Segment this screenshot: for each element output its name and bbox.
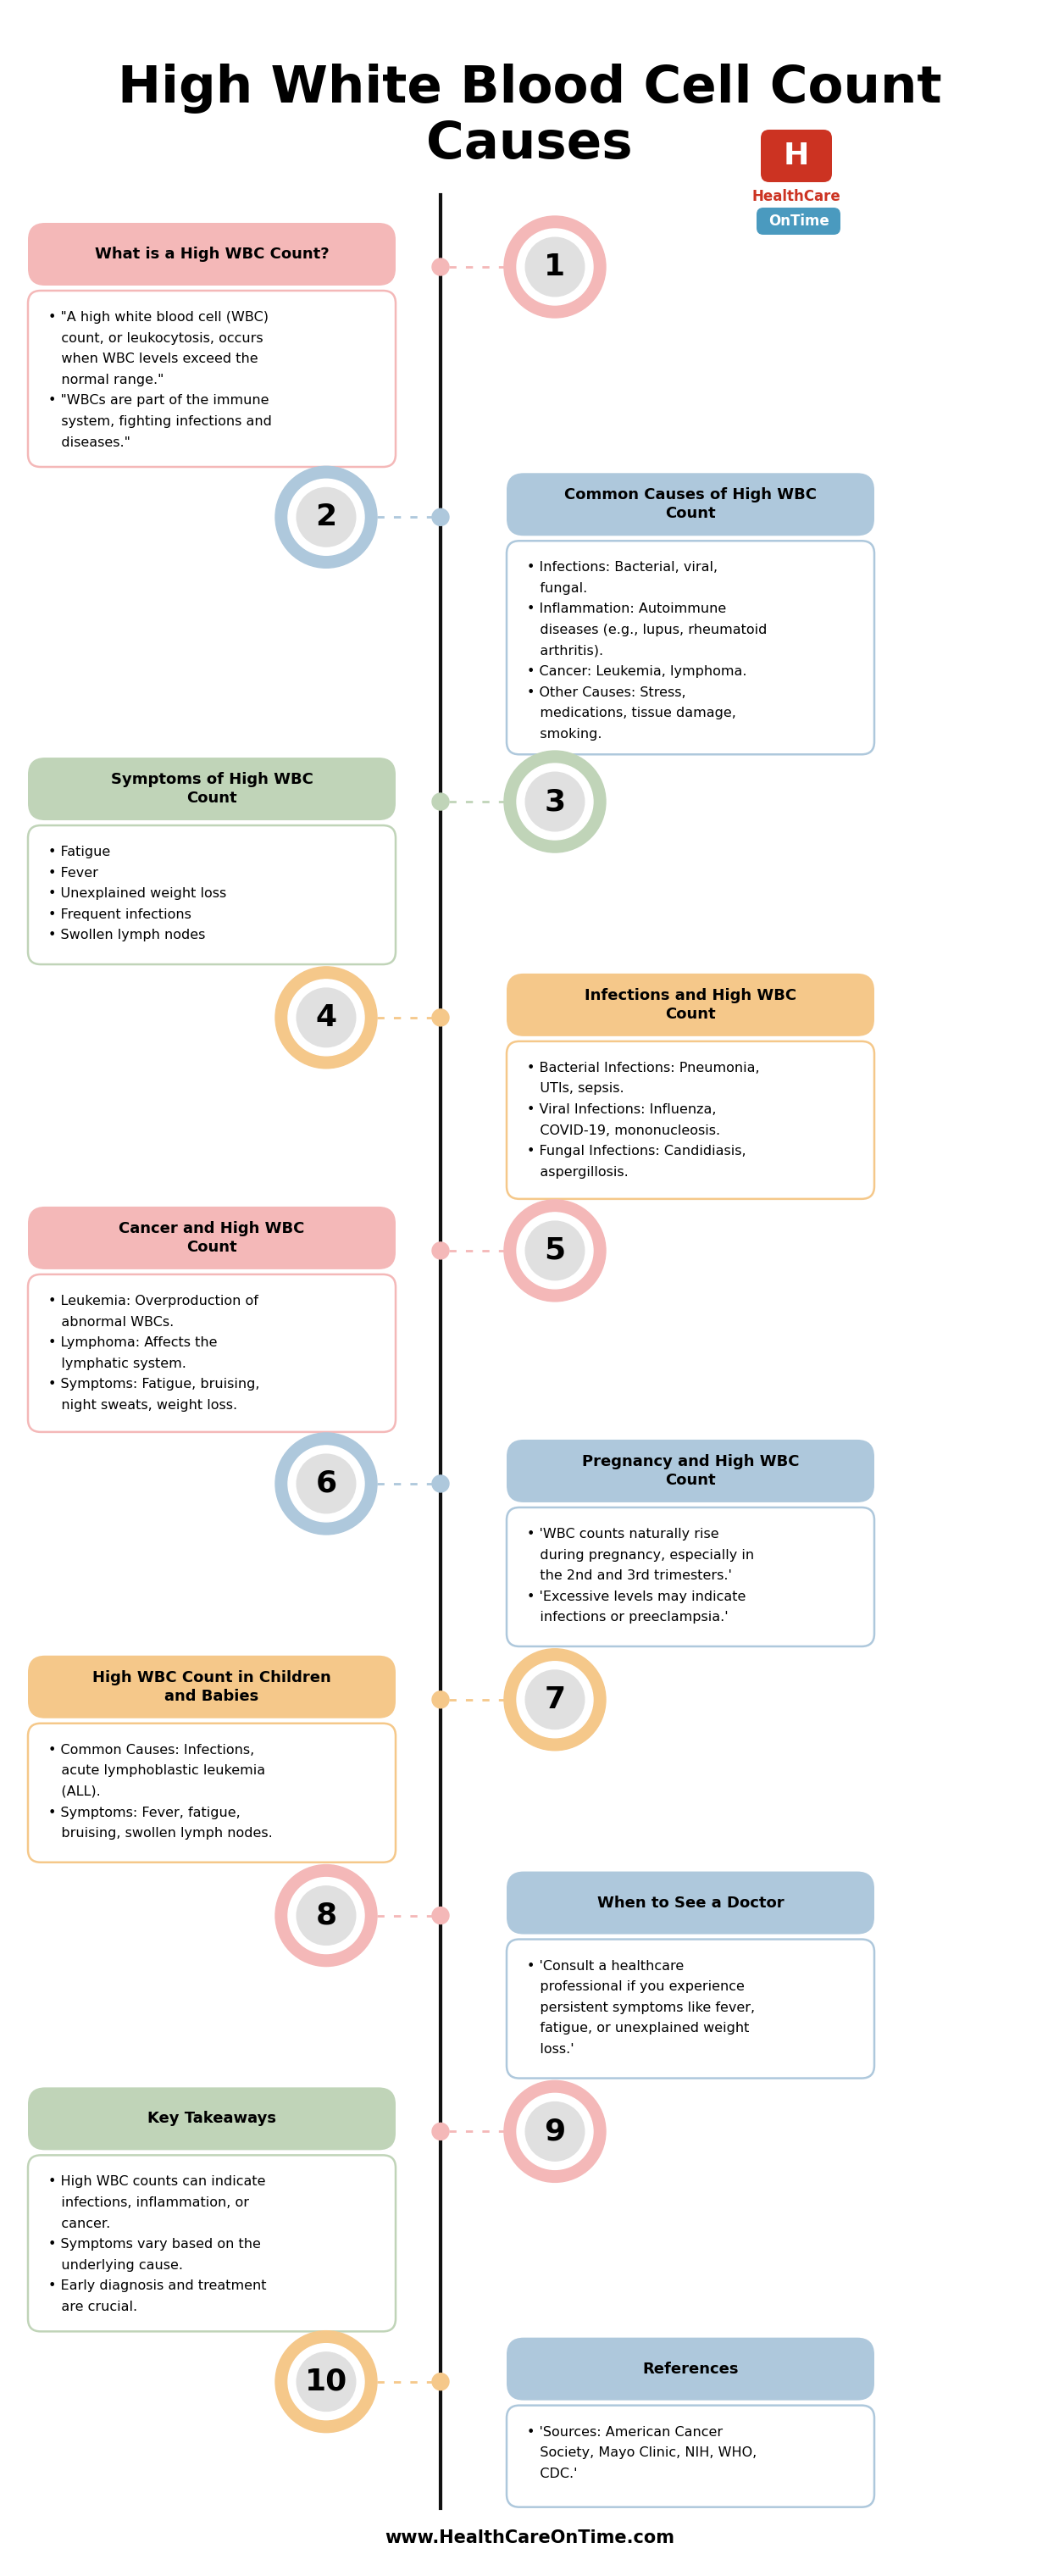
FancyBboxPatch shape — [506, 2406, 875, 2506]
FancyBboxPatch shape — [506, 2336, 875, 2401]
Circle shape — [517, 1662, 593, 1739]
Circle shape — [288, 479, 364, 556]
FancyBboxPatch shape — [28, 1723, 396, 1862]
FancyBboxPatch shape — [28, 224, 396, 286]
FancyBboxPatch shape — [28, 824, 396, 963]
Text: What is a High WBC Count?: What is a High WBC Count? — [94, 247, 329, 263]
Text: Key Takeaways: Key Takeaways — [147, 2112, 276, 2125]
Circle shape — [517, 229, 593, 304]
FancyBboxPatch shape — [28, 757, 396, 819]
Circle shape — [525, 2102, 585, 2161]
Circle shape — [432, 1476, 449, 1492]
Circle shape — [517, 2094, 593, 2169]
Text: High WBC Count in Children
and Babies: High WBC Count in Children and Babies — [92, 1669, 331, 1703]
Circle shape — [297, 1455, 356, 1512]
Text: OnTime: OnTime — [769, 214, 829, 229]
Circle shape — [275, 466, 377, 567]
FancyBboxPatch shape — [506, 1940, 875, 2079]
Text: 10: 10 — [305, 2367, 347, 2396]
FancyBboxPatch shape — [756, 209, 841, 234]
Text: • Common Causes: Infections,
   acute lymphoblastic leukemia
   (ALL).
• Symptom: • Common Causes: Infections, acute lymph… — [49, 1744, 272, 1839]
Text: 4: 4 — [316, 1002, 337, 1033]
Text: 6: 6 — [316, 1468, 337, 1499]
Text: High White Blood Cell Count
Causes: High White Blood Cell Count Causes — [118, 64, 941, 170]
Text: 5: 5 — [544, 1236, 566, 1265]
Text: When to See a Doctor: When to See a Doctor — [597, 1896, 784, 1911]
Text: Cancer and High WBC
Count: Cancer and High WBC Count — [119, 1221, 305, 1255]
Text: • 'Consult a healthcare
   professional if you experience
   persistent symptoms: • 'Consult a healthcare professional if … — [527, 1960, 755, 2056]
Text: www.HealthCareOnTime.com: www.HealthCareOnTime.com — [384, 2530, 675, 2545]
Circle shape — [432, 1906, 449, 1924]
Text: 9: 9 — [544, 2117, 566, 2146]
FancyBboxPatch shape — [506, 974, 875, 1036]
FancyBboxPatch shape — [506, 1873, 875, 1935]
Text: • Leukemia: Overproduction of
   abnormal WBCs.
• Lymphoma: Affects the
   lymph: • Leukemia: Overproduction of abnormal W… — [49, 1296, 259, 1412]
FancyBboxPatch shape — [28, 1275, 396, 1432]
Circle shape — [275, 1432, 377, 1535]
Circle shape — [297, 989, 356, 1046]
Circle shape — [517, 1213, 593, 1288]
Circle shape — [432, 793, 449, 809]
FancyBboxPatch shape — [28, 1656, 396, 1718]
Circle shape — [504, 216, 606, 317]
Text: Common Causes of High WBC
Count: Common Causes of High WBC Count — [564, 487, 816, 520]
Text: Pregnancy and High WBC
Count: Pregnancy and High WBC Count — [581, 1453, 800, 1489]
Text: Infections and High WBC
Count: Infections and High WBC Count — [585, 987, 796, 1023]
Circle shape — [525, 237, 585, 296]
Circle shape — [432, 507, 449, 526]
Circle shape — [297, 487, 356, 546]
Circle shape — [288, 979, 364, 1056]
Circle shape — [432, 1010, 449, 1025]
Circle shape — [504, 1200, 606, 1301]
Text: • "A high white blood cell (WBC)
   count, or leukocytosis, occurs
   when WBC l: • "A high white blood cell (WBC) count, … — [49, 312, 272, 448]
Circle shape — [275, 1865, 377, 1965]
FancyBboxPatch shape — [506, 1507, 875, 1646]
FancyBboxPatch shape — [28, 291, 396, 466]
Circle shape — [288, 1445, 364, 1522]
FancyBboxPatch shape — [760, 129, 832, 183]
Circle shape — [432, 1692, 449, 1708]
Circle shape — [275, 966, 377, 1069]
Circle shape — [504, 750, 606, 853]
Text: • High WBC counts can indicate
   infections, inflammation, or
   cancer.
• Symp: • High WBC counts can indicate infection… — [49, 2177, 267, 2313]
Text: 7: 7 — [544, 1685, 566, 1713]
Text: H: H — [784, 142, 809, 170]
Circle shape — [525, 1221, 585, 1280]
Circle shape — [432, 258, 449, 276]
Text: References: References — [643, 2362, 738, 2378]
FancyBboxPatch shape — [506, 1440, 875, 1502]
Circle shape — [525, 1669, 585, 1728]
FancyBboxPatch shape — [28, 1206, 396, 1270]
Circle shape — [432, 2123, 449, 2141]
Text: Symptoms of High WBC
Count: Symptoms of High WBC Count — [110, 773, 313, 806]
Text: • 'Sources: American Cancer
   Society, Mayo Clinic, NIH, WHO,
   CDC.': • 'Sources: American Cancer Society, May… — [527, 2427, 757, 2481]
Circle shape — [517, 762, 593, 840]
Text: • Bacterial Infections: Pneumonia,
   UTIs, sepsis.
• Viral Infections: Influenz: • Bacterial Infections: Pneumonia, UTIs,… — [527, 1061, 759, 1180]
Circle shape — [275, 2331, 377, 2432]
Circle shape — [297, 2352, 356, 2411]
Text: 1: 1 — [544, 252, 566, 281]
Circle shape — [288, 2344, 364, 2419]
Circle shape — [525, 773, 585, 832]
Circle shape — [432, 2372, 449, 2391]
Text: 8: 8 — [316, 1901, 337, 1929]
Text: HealthCare: HealthCare — [752, 188, 841, 204]
Text: • 'WBC counts naturally rise
   during pregnancy, especially in
   the 2nd and 3: • 'WBC counts naturally rise during preg… — [527, 1528, 754, 1623]
FancyBboxPatch shape — [506, 474, 875, 536]
FancyBboxPatch shape — [506, 541, 875, 755]
Text: 3: 3 — [544, 788, 566, 817]
Circle shape — [297, 1886, 356, 1945]
Circle shape — [504, 1649, 606, 1752]
FancyBboxPatch shape — [506, 1041, 875, 1198]
Circle shape — [288, 1878, 364, 1953]
Text: 2: 2 — [316, 502, 337, 531]
Circle shape — [504, 2081, 606, 2182]
Text: • Fatigue
• Fever
• Unexplained weight loss
• Frequent infections
• Swollen lymp: • Fatigue • Fever • Unexplained weight l… — [49, 845, 227, 943]
FancyBboxPatch shape — [28, 2087, 396, 2151]
Text: • Infections: Bacterial, viral,
   fungal.
• Inflammation: Autoimmune
   disease: • Infections: Bacterial, viral, fungal. … — [527, 562, 767, 742]
FancyBboxPatch shape — [28, 2156, 396, 2331]
Circle shape — [432, 1242, 449, 1260]
